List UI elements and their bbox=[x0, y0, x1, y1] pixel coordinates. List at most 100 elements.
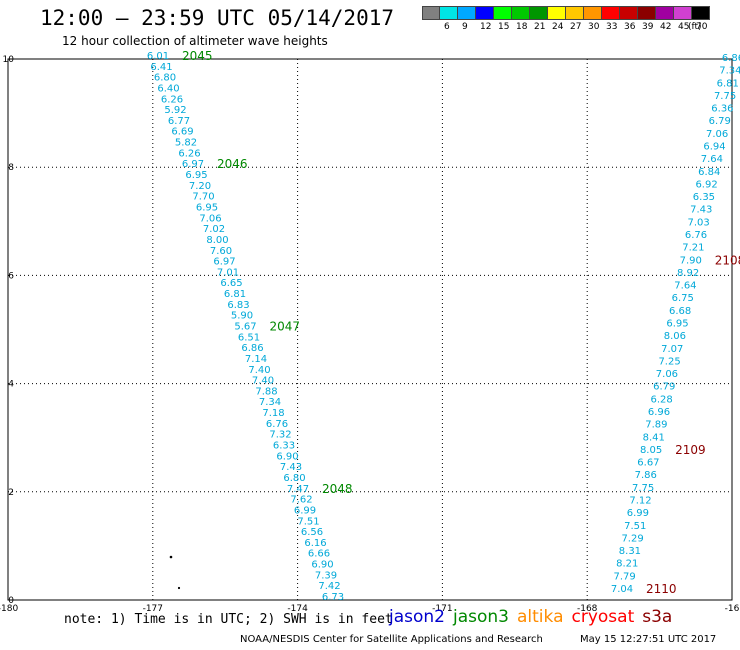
satellite-legend: jason2 jason3 altika cryosat s3a bbox=[389, 607, 680, 627]
satellite-legend-item: cryosat bbox=[571, 607, 635, 627]
swh-value-label: 6.73 bbox=[322, 592, 344, 603]
color-scale-label: 39 bbox=[642, 22, 654, 32]
swh-value-label: 7.40 bbox=[252, 376, 274, 387]
color-scale-swatch bbox=[530, 6, 548, 20]
swh-value-label: 7.34 bbox=[719, 66, 740, 77]
color-scale-swatch bbox=[692, 6, 710, 20]
color-scale-label: 9 bbox=[462, 22, 468, 32]
swh-value-label: 7.43 bbox=[280, 462, 302, 473]
swh-value-label: 6.26 bbox=[178, 148, 200, 159]
color-scale-swatch bbox=[440, 6, 458, 20]
swh-value-label: 7.12 bbox=[629, 496, 651, 507]
swh-value-label: 8.41 bbox=[643, 432, 665, 443]
swh-value-label: 7.60 bbox=[210, 246, 232, 257]
swh-value-label: 7.90 bbox=[680, 255, 702, 266]
map-title: 12:00 – 23:59 UTC 05/14/2017 bbox=[40, 6, 395, 30]
swh-value-label: 6.66 bbox=[308, 549, 330, 560]
pass-time-label: 2109 bbox=[675, 443, 706, 457]
pass-time-label: 2045 bbox=[182, 49, 213, 63]
footer-timestamp: May 15 12:27:51 UTC 2017 bbox=[580, 634, 717, 645]
swh-value-label: 7.01 bbox=[217, 267, 239, 278]
lon-tick-label: -177 bbox=[143, 604, 163, 614]
swh-value-label: 7.88 bbox=[255, 386, 277, 397]
satellite-legend-item: s3a bbox=[642, 607, 673, 627]
color-scale-swatch bbox=[620, 6, 638, 20]
swh-value-label: 6.36 bbox=[711, 104, 733, 115]
color-scale-swatch bbox=[638, 6, 656, 20]
color-scale-label: 45 bbox=[678, 22, 690, 32]
color-scale-label: 33 bbox=[606, 22, 618, 32]
swh-value-label: 6.41 bbox=[150, 62, 172, 73]
satellite-legend-item: jason2 bbox=[389, 607, 445, 627]
swh-value-label: 5.92 bbox=[164, 105, 186, 116]
swh-value-label: 7.86 bbox=[635, 470, 657, 481]
swh-value-label: 6.95 bbox=[666, 319, 688, 330]
swh-value-label: 6.83 bbox=[227, 300, 249, 311]
pass-time-label: 2108 bbox=[715, 253, 740, 267]
swh-value-label: 6.33 bbox=[273, 441, 295, 452]
swh-value-label: 6.96 bbox=[648, 407, 670, 418]
color-scale-label: 70 bbox=[696, 22, 708, 32]
swh-value-label: 6.16 bbox=[304, 538, 326, 549]
swh-value-label: 8.21 bbox=[616, 559, 638, 570]
swh-value-label: 6.90 bbox=[311, 560, 333, 571]
swh-value-label: 7.07 bbox=[661, 344, 683, 355]
swh-value-label: 7.06 bbox=[656, 369, 678, 380]
swh-value-label: 6.97 bbox=[182, 159, 204, 170]
swh-value-label: 6.84 bbox=[698, 167, 720, 178]
swh-value-label: 5.82 bbox=[175, 138, 197, 149]
map-frame bbox=[7, 58, 733, 601]
swh-value-label: 7.03 bbox=[688, 217, 710, 228]
color-scale-bar bbox=[422, 6, 710, 20]
swh-value-label: 8.06 bbox=[664, 331, 686, 342]
color-scale-swatch bbox=[584, 6, 602, 20]
swh-value-label: 7.40 bbox=[248, 365, 270, 376]
swh-value-label: 6.75 bbox=[672, 293, 694, 304]
lat-tick-label: 10 bbox=[3, 55, 15, 65]
swh-value-label: 6.01 bbox=[147, 51, 169, 62]
lon-tick-label: -168 bbox=[577, 604, 598, 614]
swh-value-label: 8.00 bbox=[206, 235, 228, 246]
lat-tick-label: 8 bbox=[8, 163, 14, 173]
note-text: note: 1) Time is in UTC; 2) SWH is in fe… bbox=[64, 612, 393, 627]
swh-value-label: 8.05 bbox=[640, 445, 662, 456]
swh-value-label: 6.86 bbox=[722, 53, 740, 64]
swh-value-label: 5.90 bbox=[231, 311, 253, 322]
swh-value-label: 7.04 bbox=[611, 584, 633, 595]
swh-value-label: 7.39 bbox=[315, 570, 337, 581]
footer-credit: NOAA/NESDIS Center for Satellite Applica… bbox=[240, 634, 543, 645]
lat-tick-label: 2 bbox=[8, 488, 14, 498]
swh-value-label: 7.64 bbox=[674, 281, 696, 292]
lon-tick-label: -180 bbox=[0, 604, 18, 614]
color-scale-label: 15 bbox=[498, 22, 510, 32]
swh-value-label: 6.76 bbox=[266, 419, 288, 430]
color-scale-label: 42 bbox=[660, 22, 672, 32]
swh-value-label: 6.80 bbox=[283, 473, 305, 484]
swh-value-label: 7.70 bbox=[192, 192, 214, 203]
swh-value-label: 7.47 bbox=[287, 484, 309, 495]
swh-value-label: 6.95 bbox=[185, 170, 207, 181]
swh-value-label: 6.90 bbox=[276, 451, 298, 462]
swh-value-label: 7.32 bbox=[269, 430, 291, 441]
color-scale-swatch bbox=[674, 6, 692, 20]
swh-value-label: 6.51 bbox=[238, 332, 260, 343]
swh-value-label: 7.25 bbox=[658, 356, 680, 367]
swh-value-label: 6.81 bbox=[717, 78, 739, 89]
color-scale-label: 12 bbox=[480, 22, 492, 32]
swh-value-label: 7.51 bbox=[297, 516, 319, 527]
color-scale-swatch bbox=[602, 6, 620, 20]
swh-value-label: 7.79 bbox=[614, 571, 636, 582]
color-scale-label: 27 bbox=[570, 22, 582, 32]
swh-value-label: 7.34 bbox=[259, 397, 281, 408]
swh-value-label: 6.28 bbox=[651, 394, 673, 405]
swh-value-label: 8.31 bbox=[619, 546, 641, 557]
swh-value-label: 6.80 bbox=[154, 73, 176, 84]
swh-value-label: 7.29 bbox=[621, 533, 643, 544]
lon-tick-label: -16 bbox=[725, 604, 740, 614]
swh-value-label: 6.35 bbox=[693, 192, 715, 203]
color-scale-label: 18 bbox=[516, 22, 528, 32]
swh-value-label: 7.14 bbox=[245, 354, 267, 365]
satellite-legend-item: altika bbox=[517, 607, 564, 627]
lat-tick-label: 6 bbox=[8, 271, 14, 281]
swh-value-label: 6.99 bbox=[627, 508, 649, 519]
